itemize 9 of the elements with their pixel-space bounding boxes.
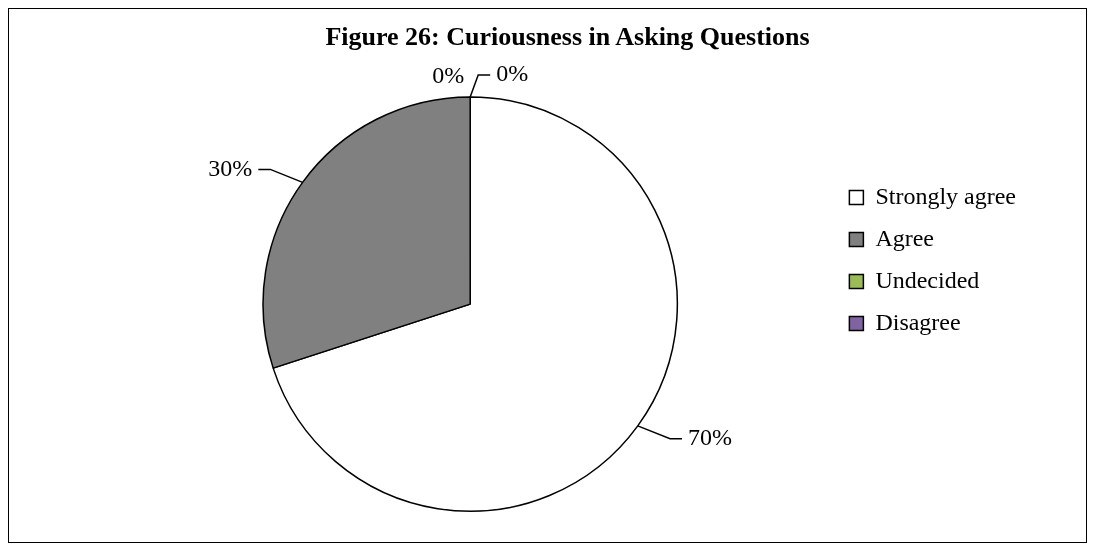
data-label: 70% bbox=[688, 424, 733, 451]
data-label: 30% bbox=[208, 154, 253, 181]
chart-title: Figure 26: Curiousness in Asking Questions bbox=[325, 22, 810, 52]
legend-label: Disagree bbox=[875, 308, 961, 335]
text: 0% bbox=[432, 62, 465, 89]
legend-label: Undecided bbox=[875, 266, 980, 293]
text: 0% bbox=[496, 60, 529, 87]
legend-label: Strongly agree bbox=[875, 182, 1016, 209]
legend-label: Agree bbox=[875, 224, 935, 251]
